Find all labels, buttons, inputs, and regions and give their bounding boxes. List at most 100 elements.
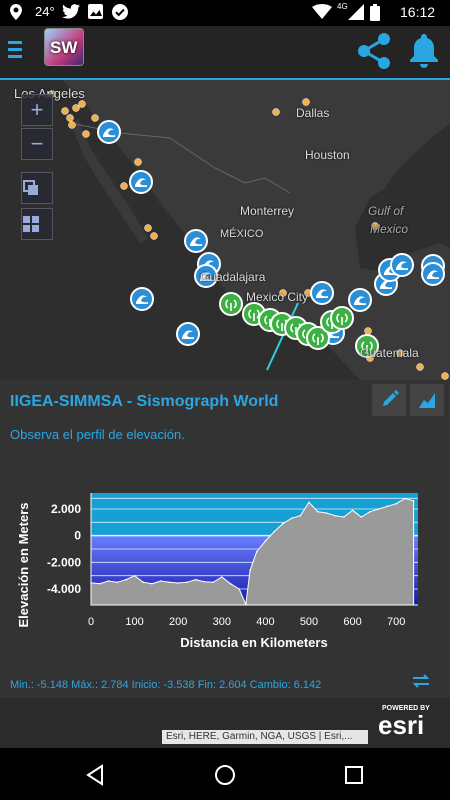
battery-icon <box>370 4 380 24</box>
chart-point <box>125 578 127 581</box>
chart-point <box>160 580 162 582</box>
esri-wordmark: esri <box>378 710 425 740</box>
chart-plot: 2.000 0 -2.000 -4.000 0 100 200 300 400 500 600 700 <box>47 493 418 628</box>
map-view[interactable]: Los Angeles Dallas Houston Monterrey MÉX… <box>0 78 450 380</box>
chart-point <box>404 497 406 500</box>
zoom-in-button[interactable]: + <box>21 94 53 126</box>
clock: 16:12 <box>400 4 436 20</box>
chart-point <box>334 514 337 517</box>
basemap-button[interactable] <box>21 208 53 240</box>
chart-point <box>212 581 214 584</box>
share-icon[interactable] <box>356 32 392 75</box>
map-label-houston: Houston <box>305 148 350 162</box>
menu-icon[interactable] <box>8 41 22 59</box>
chart-point <box>177 582 179 584</box>
map-graphics <box>0 78 450 380</box>
chart-point <box>151 582 153 585</box>
chart-y-tick-label: 2.000 <box>51 502 81 516</box>
chart-point <box>386 505 389 508</box>
chart-point <box>351 509 354 512</box>
chart-point <box>325 512 328 514</box>
chart-point <box>369 510 371 513</box>
chart-point <box>255 550 258 553</box>
elevation-stats: Min.: -5.148 Máx.: 2.784 Inicio: -3.538 … <box>10 679 322 691</box>
navigation-bar <box>0 748 450 800</box>
check-circle-icon <box>112 4 128 23</box>
chart-point <box>378 508 380 510</box>
chart-point <box>203 580 206 583</box>
chart-x-axis-label: Distancia en Kilometers <box>180 635 327 650</box>
chart-x-tick-label: 100 <box>125 616 143 628</box>
chart-y-axis-label: Elevación en Meters <box>16 503 31 628</box>
map-label-gulf: Gulf of <box>368 204 404 218</box>
chart-point <box>343 516 345 518</box>
profile-line <box>266 302 299 371</box>
chart-point <box>264 540 267 542</box>
chart-x-tick-label: 600 <box>343 616 361 628</box>
powered-by-label: POWERED BY <box>382 705 430 712</box>
chart-x-tick-label: 500 <box>300 616 318 628</box>
map-label-dallas: Dallas <box>296 106 330 120</box>
chart-y-tick-label: 0 <box>74 529 81 543</box>
home-button[interactable] <box>214 764 236 791</box>
app-logo[interactable]: SW <box>44 28 84 66</box>
chart-x-tick-label: 0 <box>88 616 94 628</box>
chart-point <box>299 514 302 517</box>
edit-button[interactable] <box>372 384 406 416</box>
chart-point <box>249 569 251 572</box>
twitter-icon <box>62 4 80 22</box>
layers-button[interactable] <box>21 172 53 204</box>
station-markers <box>219 292 379 358</box>
chart-y-tick-label: -4.000 <box>47 582 81 596</box>
app-bar: SW <box>0 26 450 78</box>
chart-x-tick-label: 200 <box>169 616 187 628</box>
map-label-gulf-2: Mexico <box>370 222 409 236</box>
image-icon <box>88 4 103 22</box>
chart-point <box>168 581 171 584</box>
chart-point <box>273 530 275 533</box>
panel-title: IIGEA-SIMMSA - Sismograph World <box>10 393 279 410</box>
back-button[interactable] <box>84 764 106 791</box>
map-label-mexico: MÉXICO <box>220 228 264 240</box>
map-attribution[interactable]: Esri, HERE, Garmin, NGA, USGS | Esri,... <box>162 730 368 744</box>
area-chart-icon <box>419 393 435 408</box>
zoom-out-button[interactable]: − <box>21 128 53 160</box>
chart-point <box>308 501 310 504</box>
map-label-guatemala: Guatemala <box>360 346 419 360</box>
chart-x-tick-label: 300 <box>213 616 231 628</box>
chart-x-tick-label: 700 <box>387 616 405 628</box>
swap-direction-icon[interactable] <box>411 672 431 695</box>
recents-button[interactable] <box>344 765 364 790</box>
map-label-mexico-city: Mexico City <box>246 290 309 304</box>
chart-x-tick-label: 400 <box>256 616 274 628</box>
chart-point <box>395 502 398 505</box>
chart-point <box>186 581 188 584</box>
chart-point <box>360 516 363 518</box>
layers-icon <box>23 180 38 195</box>
chart-point <box>221 576 223 578</box>
chart-point <box>290 517 293 520</box>
baja-peninsula <box>72 118 148 243</box>
notifications-bell-icon[interactable] <box>408 32 440 73</box>
esri-logo: POWERED BY esri <box>378 705 430 738</box>
chart-point <box>412 500 415 502</box>
app-logo-text: SW <box>50 38 78 57</box>
chart-terrain-area <box>90 497 415 607</box>
map-label-monterrey: Monterrey <box>240 204 295 218</box>
network-type: 4G <box>337 2 348 11</box>
chart-point <box>194 578 197 581</box>
chart-point <box>107 580 110 582</box>
chart-point <box>142 581 145 584</box>
wifi-icon <box>312 4 332 22</box>
chart-point <box>316 510 319 513</box>
chart-y-tick-label: -2.000 <box>47 555 81 569</box>
temperature: 24° <box>35 4 55 19</box>
chart-point <box>98 582 101 585</box>
pencil-icon <box>383 390 399 406</box>
chart-point <box>133 574 136 577</box>
profile-chart-button[interactable] <box>410 384 444 416</box>
status-bar: 24° 4G 16:12 <box>0 0 450 26</box>
chart-point <box>116 581 118 584</box>
earthquake-points <box>48 90 449 380</box>
signal-icon <box>348 4 364 23</box>
